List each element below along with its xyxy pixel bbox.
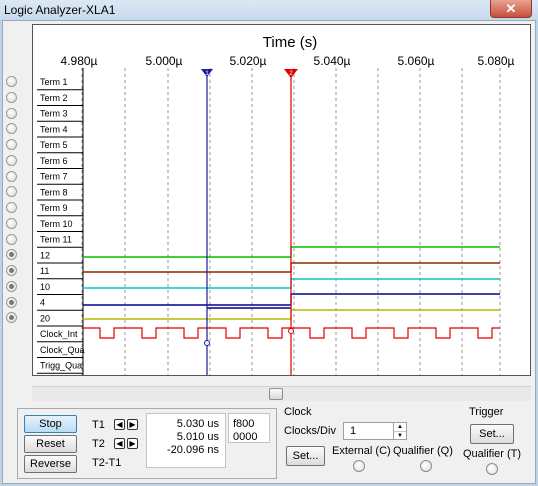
spin-up-icon[interactable]: ▲ <box>393 423 406 431</box>
run-controls-panel: Stop Reset Reverse T1 ◀ ▶ T2 ◀ ▶ T2-T1 5… <box>17 408 277 479</box>
cursor-t2-probe-icon <box>288 328 294 334</box>
t1-hex-value: f800 <box>233 418 255 430</box>
reverse-button[interactable]: Reverse <box>24 455 77 473</box>
clock-qualifier-radio[interactable] <box>420 460 432 472</box>
channel-label: Term 1 <box>40 77 68 87</box>
channel-led[interactable] <box>6 154 17 166</box>
clock-set-button[interactable]: Set... <box>286 446 325 466</box>
channel-label: Term 4 <box>40 124 68 134</box>
spin-down-icon[interactable]: ▼ <box>393 431 406 439</box>
time-axis-label: Time (s) <box>263 34 317 51</box>
clocks-per-div-input[interactable]: 1 ▲ ▼ <box>343 422 407 440</box>
stop-button[interactable]: Stop <box>24 415 77 433</box>
trigger-group-title: Trigger <box>469 406 504 418</box>
time-tick-label: 5.000µ <box>146 54 183 68</box>
time-tick-label: 4.980µ <box>61 54 98 68</box>
trigger-qualifier-radio[interactable] <box>486 463 498 475</box>
timing-diagram: Time (s) 4.980µ 5.000µ 5.020µ 5.040µ 5.060µ 5… <box>37 34 515 375</box>
scrollbar-thumb[interactable] <box>269 388 283 400</box>
t1-right-arrow-icon[interactable]: ▶ <box>127 419 138 430</box>
t1-left-arrow-icon[interactable]: ◀ <box>114 419 125 430</box>
trigger-set-button[interactable]: Set... <box>470 424 514 444</box>
channel-label: Term 7 <box>40 172 68 182</box>
channel-led[interactable] <box>6 76 17 87</box>
time-tick-label: 5.020µ <box>230 54 267 68</box>
channel-led[interactable] <box>6 233 17 245</box>
channel-led[interactable] <box>6 249 17 261</box>
cursor-t2-marker-icon <box>284 69 298 78</box>
channel-label: Term 8 <box>40 187 68 197</box>
clocks-per-div-value: 1 <box>350 425 357 437</box>
t2-t1-difference-value: -20.096 ns <box>167 444 219 456</box>
channel-led[interactable] <box>6 280 17 292</box>
channel-led[interactable] <box>6 312 17 324</box>
channel-led[interactable] <box>6 265 17 276</box>
t2-hex-value: 0000 <box>233 431 258 443</box>
channel-label: 10 <box>40 282 50 292</box>
channel-label: Clock_Qua <box>40 345 85 355</box>
channel-led[interactable] <box>6 217 17 229</box>
channel-led[interactable] <box>6 186 17 198</box>
channel-led[interactable] <box>6 107 17 119</box>
close-button[interactable]: ✕ <box>490 0 532 18</box>
channel-led[interactable] <box>6 170 17 182</box>
channel-label: Term 2 <box>40 93 68 103</box>
channel-label: Term 10 <box>40 219 73 229</box>
time-readout: 5.030 us 5.010 us -20.096 ns <box>146 413 226 468</box>
t1-label: T1 <box>92 419 105 431</box>
time-tick-label: 5.080µ <box>478 54 515 68</box>
t2-t1-label: T2-T1 <box>92 457 122 469</box>
t2-time-value: 5.010 us <box>176 431 219 443</box>
window-client-area: Time (s) 4.980µ 5.000µ 5.020µ 5.040µ 5.060µ 5… <box>2 20 536 484</box>
hex-readout: f800 0000 <box>228 413 270 443</box>
trigger-qualifier-label: Qualifier (T) <box>463 448 522 460</box>
external-clock-label: External (C) <box>332 445 391 457</box>
channel-label: 20 <box>40 313 50 323</box>
clocks-per-div-label: Clocks/Div <box>284 425 336 437</box>
clock-qualifier-label: Qualifier (Q) <box>393 445 453 457</box>
t2-right-arrow-icon[interactable]: ▶ <box>127 438 138 449</box>
t2-label: T2 <box>92 438 105 450</box>
channel-label: Term 11 <box>40 235 72 245</box>
channel-label: Trigg_Qua <box>40 361 82 371</box>
channel-label: Term 9 <box>40 203 68 213</box>
channel-led[interactable] <box>6 139 17 150</box>
cursor-t2-label: 2 <box>289 71 293 77</box>
reset-button[interactable]: Reset <box>24 435 77 453</box>
channel-label: 4 <box>40 298 45 308</box>
cursor-t1-probe-icon <box>204 340 210 346</box>
channel-label: Term 6 <box>40 156 68 166</box>
time-tick-label: 5.060µ <box>398 54 435 68</box>
channel-led[interactable] <box>6 202 17 213</box>
channel-label: Term 5 <box>40 140 68 150</box>
title-bar: Logic Analyzer-XLA1 ✕ <box>0 0 538 20</box>
channel-label: 11 <box>40 266 49 276</box>
t2-left-arrow-icon[interactable]: ◀ <box>114 438 125 449</box>
channel-led[interactable] <box>6 296 17 308</box>
channel-led[interactable] <box>6 91 17 103</box>
time-tick-label: 5.040µ <box>314 54 351 68</box>
logic-analyzer-display[interactable]: Time (s) 4.980µ 5.000µ 5.020µ 5.040µ 5.060µ 5… <box>32 24 531 376</box>
cursor-t1-label: 1 <box>205 71 209 77</box>
cursor-t1-marker-icon <box>201 69 213 77</box>
channel-led[interactable] <box>6 123 17 135</box>
channel-label: Clock_Int <box>40 329 78 339</box>
clock-group-title: Clock <box>284 406 312 418</box>
t1-time-value: 5.030 us <box>176 418 219 430</box>
window-title: Logic Analyzer-XLA1 <box>4 3 116 17</box>
horizontal-scrollbar[interactable] <box>32 386 531 401</box>
external-clock-radio[interactable] <box>353 460 365 472</box>
channel-label: Term 3 <box>40 109 68 119</box>
trace-clock-int <box>83 327 500 339</box>
channel-label: 12 <box>40 250 50 260</box>
